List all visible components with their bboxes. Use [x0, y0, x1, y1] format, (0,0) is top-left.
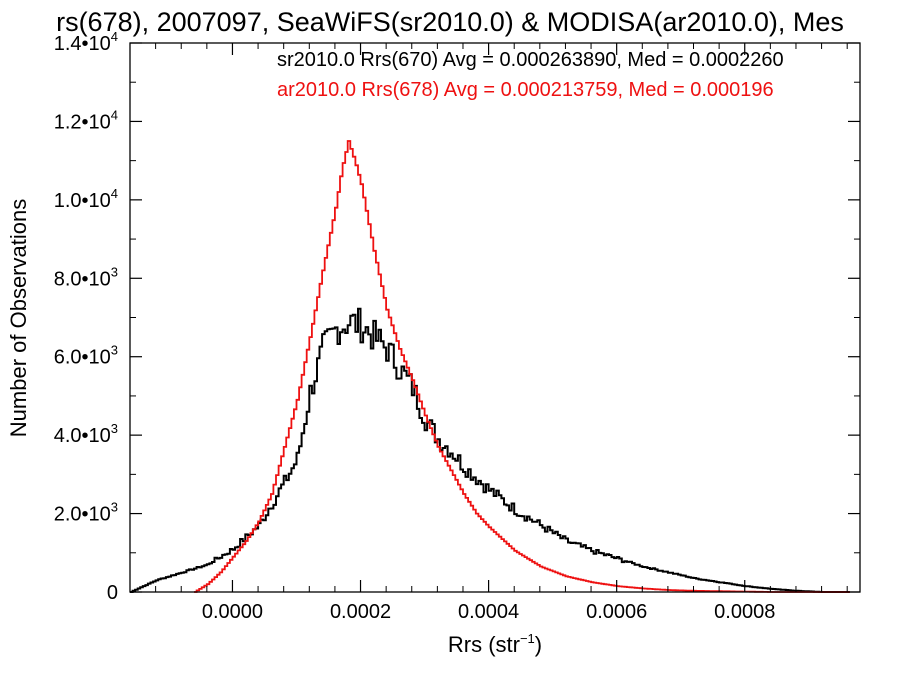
y-tick-label-exponent: 3: [111, 421, 118, 436]
y-tick-label: 6.0•103: [54, 343, 118, 369]
series-layer: [130, 140, 850, 593]
y-tick-label-exponent: 4: [111, 29, 118, 44]
y-tick-label-mantissa: 1.2•10: [54, 111, 111, 133]
series-ar2010-rrs678-line: [194, 140, 850, 593]
y-tick-label: 1.2•104: [54, 107, 118, 133]
y-tick-label: 1.0•104: [54, 186, 118, 212]
x-axis-label: Rrs (str−1): [448, 631, 542, 657]
x-axis-label-main: Rrs (str: [448, 632, 520, 657]
x-tick-label: 0.0006: [586, 601, 647, 623]
series-sr2010-rrs670-line: [130, 307, 850, 593]
y-tick-label: 8.0•103: [54, 264, 118, 290]
y-tick-label: 4.0•103: [54, 421, 118, 447]
plot-frame: [129, 42, 861, 593]
y-tick-label-mantissa: 6.0•10: [54, 347, 111, 369]
y-tick-label: 0: [107, 582, 118, 604]
chart-title: rs(678), 2007097, SeaWiFS(sr2010.0) & MO…: [56, 7, 844, 37]
legend-entry-black: sr2010.0 Rrs(670) Avg = 0.000263890, Med…: [277, 49, 784, 71]
x-tick-label: 0.0000: [202, 601, 263, 623]
y-axis-label: Number of Observations: [6, 199, 31, 437]
x-axis-label-exponent: −1: [520, 631, 535, 646]
y-tick-label-mantissa: 8.0•10: [54, 268, 111, 290]
legend-entry-red: ar2010.0 Rrs(678) Avg = 0.000213759, Med…: [277, 79, 774, 101]
y-tick-label-exponent: 3: [111, 343, 118, 358]
y-tick-label-exponent: 4: [111, 186, 118, 201]
y-tick-label-mantissa: 1.0•10: [54, 190, 111, 212]
y-tick-label-mantissa: 4.0•10: [54, 425, 111, 447]
y-tick-label-mantissa: 0: [107, 582, 118, 604]
y-tick-label-exponent: 3: [111, 500, 118, 515]
y-tick-label: 2.0•103: [54, 500, 118, 526]
y-tick-label-exponent: 4: [111, 107, 118, 122]
x-axis-label-close: ): [535, 632, 542, 657]
x-tick-label: 0.0002: [330, 601, 391, 623]
y-tick-label-mantissa: 2.0•10: [54, 504, 111, 526]
y-tick-label-exponent: 3: [111, 264, 118, 279]
x-tick-label: 0.0008: [714, 601, 775, 623]
x-tick-label: 0.0004: [458, 601, 519, 623]
y-tick-label-mantissa: 1.4•10: [54, 33, 111, 55]
ticks-layer: 0.0000 0.0002 0.0004 0.0006 0.000802.0•1034.…: [54, 29, 860, 623]
y-tick-label: 1.4•104: [54, 29, 118, 55]
